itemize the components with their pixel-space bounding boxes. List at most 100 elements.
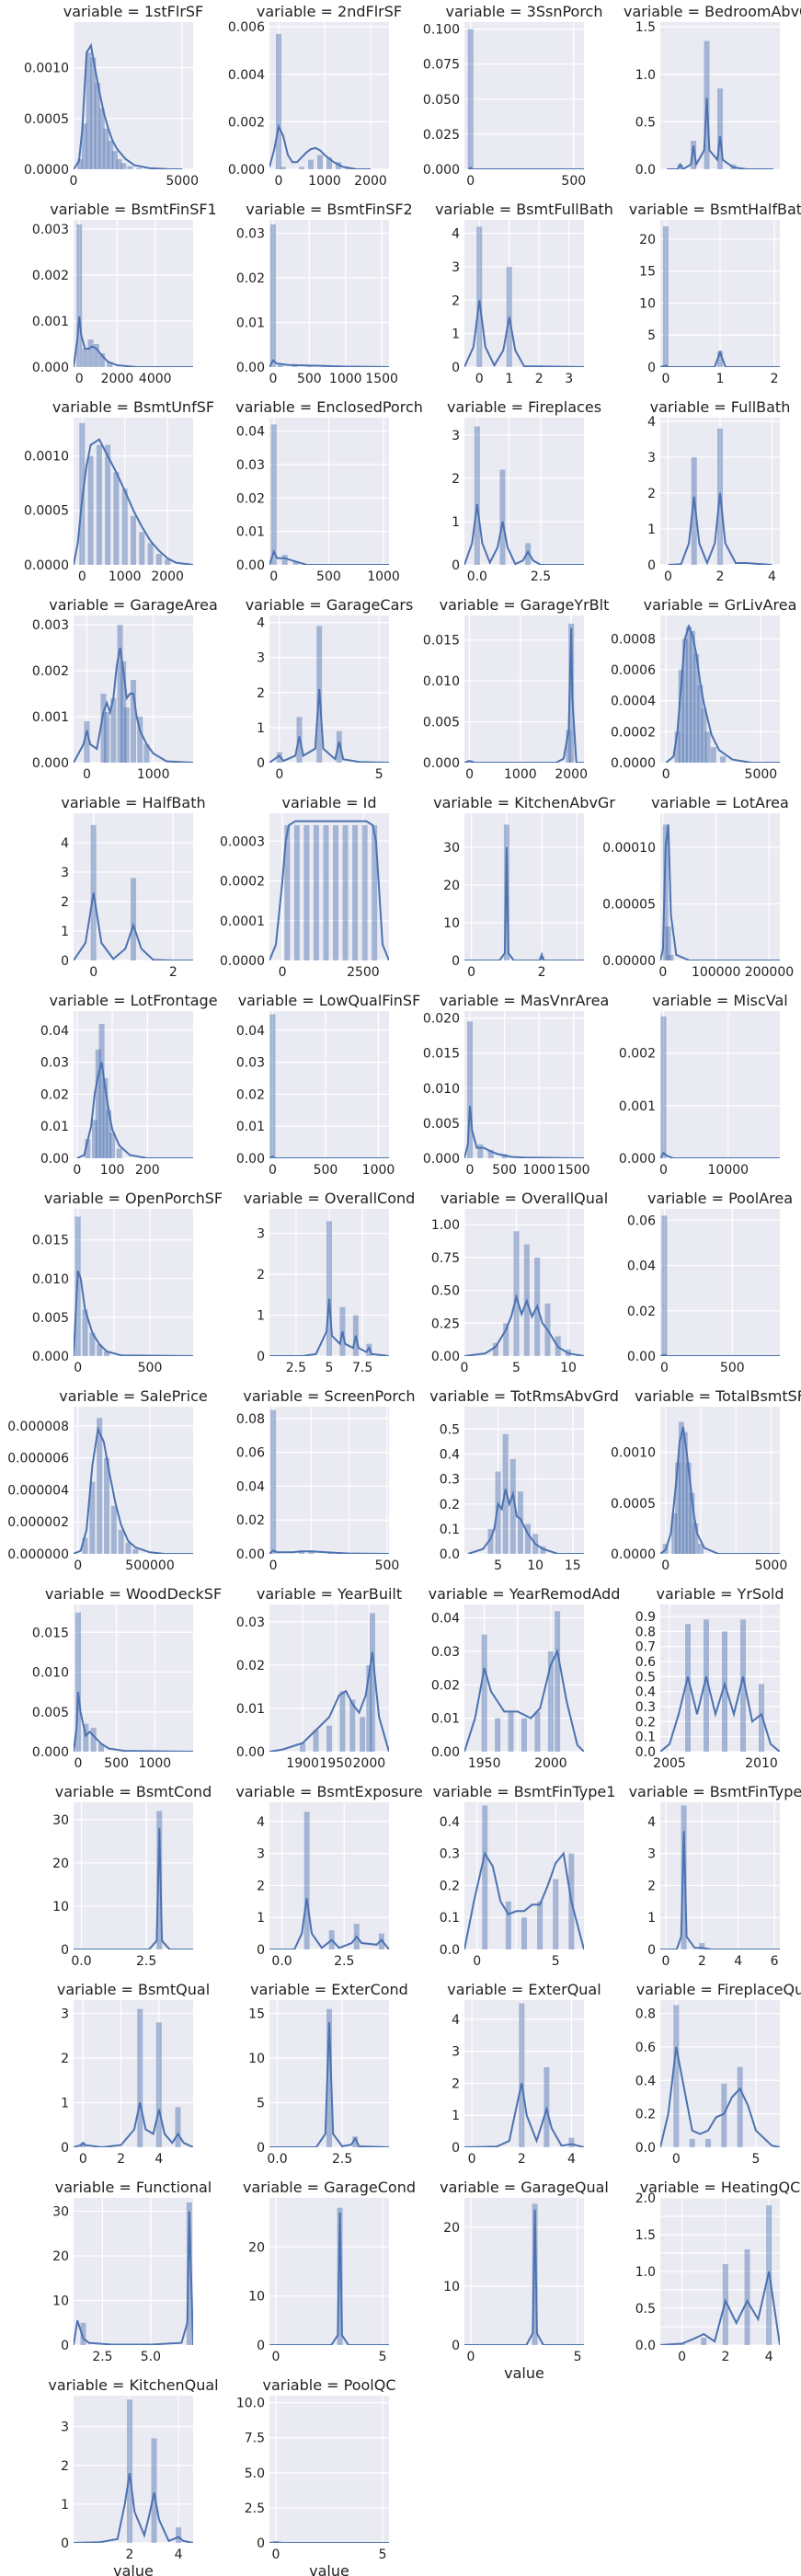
histogram-bar	[525, 543, 532, 565]
histogram-bar	[505, 1901, 511, 1949]
y-tick-label: 4	[647, 415, 656, 430]
y-tick-label: 0.015	[423, 1047, 460, 1062]
y-tick-label: 0.000004	[7, 1483, 69, 1498]
x-tick-label: 2.5	[92, 2350, 112, 2364]
x-tick-label: 500	[492, 1163, 517, 1178]
y-tick-label: 4	[647, 1815, 656, 1830]
panel-title: variable = 2ndFlrSF	[257, 3, 402, 20]
kde-line	[269, 688, 389, 763]
x-tick-label: 5000	[745, 767, 778, 782]
y-tick-label: 0.000	[32, 361, 69, 375]
x-tick-label: 1500	[557, 1163, 590, 1178]
kde-line	[269, 2212, 389, 2345]
y-tick-label: 1	[452, 328, 460, 342]
y-tick-label: 10	[443, 2280, 460, 2294]
panel-title: variable = YrSold	[656, 1585, 784, 1603]
kde-line	[464, 1648, 584, 1752]
x-tick-label: 0	[661, 1954, 669, 1969]
histogram-bar	[740, 1619, 746, 1752]
y-tick-label: 0.01	[236, 1120, 265, 1134]
y-tick-label: 0.01	[431, 1712, 460, 1727]
y-tick-label: 0.0	[440, 1547, 460, 1562]
histogram-bar	[91, 1120, 97, 1158]
panel-title: variable = GrLivArea	[644, 596, 797, 614]
y-tick-label: 5.0	[245, 2467, 265, 2481]
y-tick-label: 20	[443, 879, 460, 893]
kde-line	[464, 846, 584, 960]
x-tick-label: 0	[475, 372, 484, 386]
histogram-bar	[137, 2008, 143, 2147]
y-tick-label: 0.001	[32, 710, 69, 725]
x-tick-label: 0	[83, 767, 91, 782]
y-tick-label: 1	[257, 1309, 265, 1324]
y-tick-label: 3	[257, 1847, 265, 1862]
facet-panel: variable = OpenPorchSF 0.000 0.005 0.010 0.0…	[32, 1190, 223, 1375]
kde-line	[74, 2211, 193, 2345]
y-tick-label: 0.004	[228, 68, 265, 83]
y-tick-label: 0.020	[423, 1012, 460, 1027]
plot-area	[74, 22, 193, 169]
y-tick-label: 0.000006	[7, 1452, 69, 1466]
x-tick-label: 1	[505, 372, 513, 386]
facet-panel: variable = OverallQual 0.00 0.25 0.50 0.75 1.…	[431, 1190, 608, 1375]
panel-title: variable = LotArea	[651, 794, 789, 811]
y-tick-label: 0.06	[627, 1213, 656, 1228]
histogram-bar	[477, 1144, 484, 1158]
y-tick-label: 0.005	[423, 1117, 460, 1132]
histogram-bar	[107, 362, 113, 367]
x-tick-label: 0	[74, 1361, 82, 1375]
x-tick-label: 0	[78, 569, 86, 584]
x-tick-label: 100	[100, 1163, 125, 1178]
plot-area	[464, 220, 584, 367]
histogram-bar	[281, 555, 288, 565]
x-tick-label: 0	[269, 372, 277, 386]
histogram-bar	[100, 694, 107, 763]
histogram-bar	[720, 756, 727, 763]
histogram-bar	[553, 1879, 559, 1949]
y-tick-label: 0.08	[236, 1412, 265, 1427]
y-tick-label: 0.005	[32, 1311, 69, 1326]
x-tick-label: 2	[518, 2152, 526, 2167]
x-tick-label: 0.0	[467, 569, 487, 584]
y-tick-label: 0.5	[635, 1670, 656, 1685]
y-tick-label: 0.0005	[24, 504, 69, 519]
facet-panel: variable = LotArea 0.00000 0.00005 0.00010 0…	[602, 794, 794, 980]
histogram-bar	[665, 926, 671, 960]
facet-panel: variable = Fireplaces 0 1 2 3 0.0 2.5	[447, 398, 601, 584]
x-tick-label: 4	[765, 2350, 773, 2364]
facet-panel: variable = YearRemodAdd 0.00 0.01 0.02 0.03 0…	[429, 1585, 621, 1771]
y-tick-label: 0.0010	[24, 62, 69, 76]
x-tick-label: 15	[565, 1558, 581, 1573]
y-tick-label: 0.0000	[220, 954, 265, 969]
x-tick-label: 2	[716, 569, 725, 584]
facet-panel: variable = GarageYrBlt 0.000 0.005 0.010 0.0…	[423, 596, 609, 782]
plot-area	[660, 1407, 780, 1554]
histogram-bar	[84, 721, 90, 763]
kde-line	[74, 1691, 193, 1752]
y-tick-label: 1	[452, 515, 460, 530]
y-tick-label: 0.0	[635, 1745, 656, 1760]
histogram-bar	[76, 224, 83, 367]
histogram-bar	[125, 1542, 132, 1554]
x-tick-label: 0	[659, 1163, 668, 1178]
panel-title: variable = BsmtExposure	[235, 1783, 422, 1800]
kde-line	[269, 123, 371, 169]
kde-line	[668, 492, 772, 565]
x-tick-label: 0	[279, 965, 287, 980]
facet-panel: variable = BsmtFinType2 0 1 2 3 4 0 2 4 6	[629, 1783, 801, 1969]
y-tick-label: 0.0000	[611, 1547, 656, 1562]
x-tick-label: 500	[104, 1756, 129, 1771]
x-tick-label: 0	[275, 174, 283, 189]
x-tick-label: 1000	[308, 174, 341, 189]
facet-panel: variable = YearBuilt 0.00 0.01 0.02 0.03 1900…	[236, 1585, 402, 1771]
y-tick-label: 0.006	[228, 20, 265, 35]
histogram-bar	[495, 1718, 501, 1752]
histogram-bar	[508, 1711, 514, 1752]
y-tick-label: 1.0	[635, 2265, 656, 2280]
histogram-bar	[509, 1458, 516, 1554]
y-tick-label: 0.01	[40, 1120, 69, 1134]
y-tick-label: 0	[452, 954, 460, 969]
panel-title: variable = ScreenPorch	[243, 1387, 415, 1405]
y-tick-label: 3	[647, 1847, 656, 1862]
y-tick-label: 2	[647, 487, 656, 501]
